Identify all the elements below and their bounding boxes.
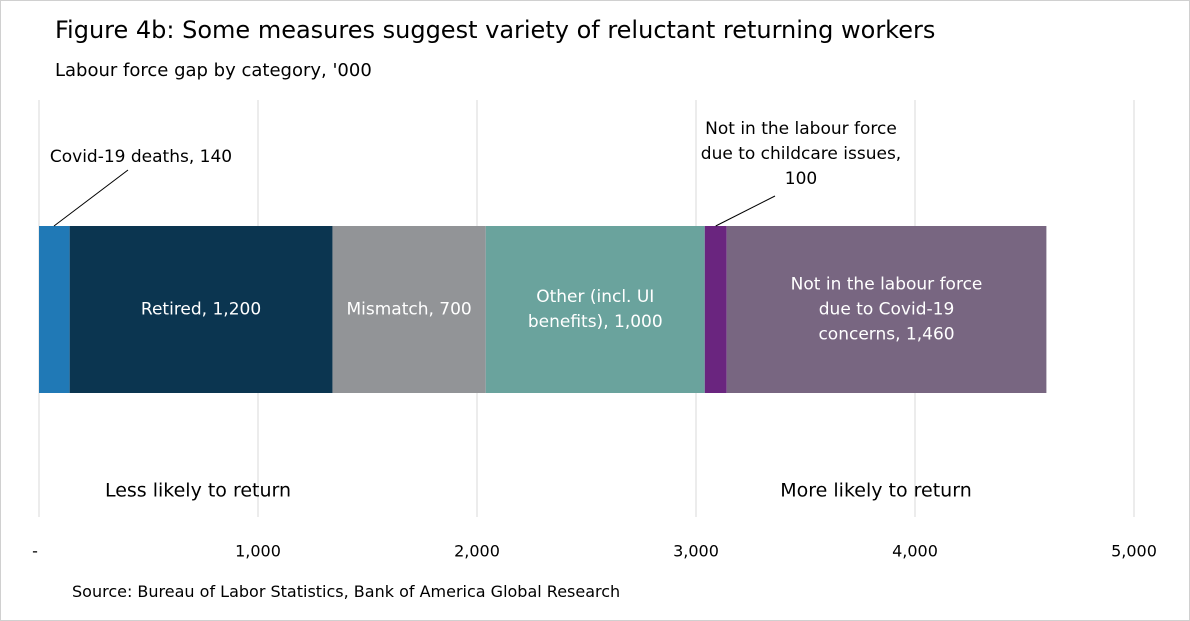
x-tick-label: 1,000 xyxy=(235,542,281,561)
chart-subtitle: Labour force gap by category, '000 xyxy=(55,60,372,81)
callout-label-covid-deaths: Covid-19 deaths, 140 xyxy=(50,147,232,167)
x-tick-label: - xyxy=(32,542,38,561)
bar-segment-label-3: Other (incl. UI benefits), 1,000 xyxy=(528,287,663,332)
bar-segment-2 xyxy=(332,226,486,393)
x-tick-label: 5,000 xyxy=(1111,542,1157,561)
bar-segment-4 xyxy=(704,226,727,393)
bar-segment-0 xyxy=(39,226,70,393)
bar-segment-label-2: Mismatch, 700 xyxy=(346,300,471,320)
bar-segment-3 xyxy=(485,226,705,393)
x-tick-label: 2,000 xyxy=(454,542,500,561)
bar-segment-5 xyxy=(726,226,1047,393)
chart-source: Source: Bureau of Labor Statistics, Bank… xyxy=(72,582,621,601)
bar-segment-1 xyxy=(69,226,333,393)
bar-segment-label-5: Not in the labour force due to Covid-19 co… xyxy=(791,275,983,345)
annotation-less-likely: Less likely to return xyxy=(105,480,291,502)
chart-title: Figure 4b: Some measures suggest variety… xyxy=(55,16,936,44)
callout-line-childcare xyxy=(715,195,776,227)
annotation-more-likely: More likely to return xyxy=(780,480,971,502)
bar-segment-label-1: Retired, 1,200 xyxy=(141,300,261,320)
callout-label-childcare: Not in the labour force due to childcare … xyxy=(701,119,901,189)
x-tick-label: 4,000 xyxy=(892,542,938,561)
callout-line-covid-deaths xyxy=(53,169,129,227)
x-tick-label: 3,000 xyxy=(673,542,719,561)
